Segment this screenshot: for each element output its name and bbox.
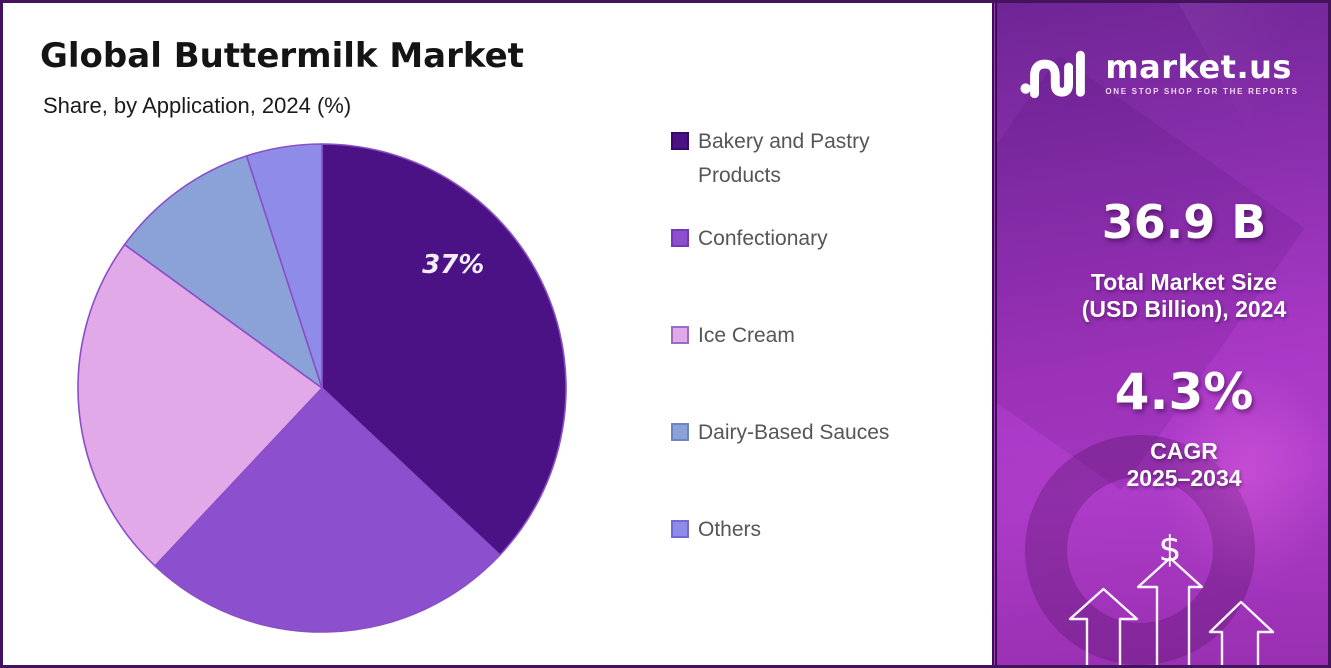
market-size-value: 36.9 B xyxy=(1101,195,1267,249)
market-size-label: Total Market Size (USD Billion), 2024 xyxy=(990,269,1328,323)
legend-label: Ice Cream xyxy=(698,324,795,347)
panel-glow-shape xyxy=(1128,315,1328,635)
legend: Bakery and Pastry Products Confectionary I… xyxy=(671,125,896,610)
cagr-label: CAGR 2025–2034 xyxy=(990,438,1328,492)
cagr-label-line1: CAGR xyxy=(1150,438,1218,464)
pie-data-label: 37% xyxy=(422,250,484,280)
legend-swatch xyxy=(671,229,689,247)
pie-slice-4 xyxy=(245,143,323,389)
legend-swatch xyxy=(671,423,689,441)
marketus-logo-icon xyxy=(1020,50,1086,99)
brand-tagline: ONE STOP SHOP FOR THE REPORTS xyxy=(1105,87,1299,96)
legend-label: Dairy-Based Sauces xyxy=(698,421,890,444)
legend-item-0: Bakery and Pastry Products xyxy=(671,125,896,222)
chart-subtitle: Share, by Application, 2024 (%) xyxy=(43,93,352,118)
cagr-label-line2: 2025–2034 xyxy=(1126,465,1242,491)
legend-item-4: Others xyxy=(671,513,896,610)
brand-panel: market.us ONE STOP SHOP FOR THE REPORTS … xyxy=(990,3,1328,665)
panel-bottom-tint xyxy=(990,445,1328,665)
cagr-value: 4.3% xyxy=(1114,363,1254,421)
arrow-up-middle xyxy=(1136,556,1204,665)
market-size-label-line1: Total Market Size xyxy=(1090,269,1278,295)
brand-text-block: market.us ONE STOP SHOP FOR THE REPORTS xyxy=(1105,50,1298,96)
panel-edge-lines xyxy=(990,3,997,665)
legend-item-2: Ice Cream xyxy=(671,319,896,416)
brand-name: market.us xyxy=(1105,48,1292,86)
chart-area: Global Buttermilk Market Share, by Appli… xyxy=(3,3,990,665)
dollar-icon: $ xyxy=(1159,529,1182,570)
legend-item-3: Dairy-Based Sauces xyxy=(671,416,896,513)
legend-label: Confectionary xyxy=(698,227,828,250)
arrow-up-right xyxy=(1208,600,1275,665)
page-title: Global Buttermilk Market xyxy=(40,36,524,76)
legend-label: Bakery and Pastry Products xyxy=(698,130,870,187)
pie-slice-1 xyxy=(154,387,501,633)
legend-swatch xyxy=(671,520,689,538)
legend-swatch xyxy=(671,326,689,344)
arrow-up-left xyxy=(1068,587,1139,665)
legend-item-1: Confectionary xyxy=(671,222,896,319)
pie-slice-3 xyxy=(123,155,323,389)
pie-slice-2 xyxy=(77,243,323,567)
pie-slice-0 xyxy=(321,143,567,556)
legend-swatch xyxy=(671,132,689,150)
market-size-label-line2: (USD Billion), 2024 xyxy=(1081,296,1287,322)
brand-logo: market.us ONE STOP SHOP FOR THE REPORTS xyxy=(990,43,1328,103)
growth-arrows-icon: $ xyxy=(1068,529,1275,665)
pie-chart: 37% xyxy=(77,143,567,633)
legend-label: Others xyxy=(698,518,762,541)
